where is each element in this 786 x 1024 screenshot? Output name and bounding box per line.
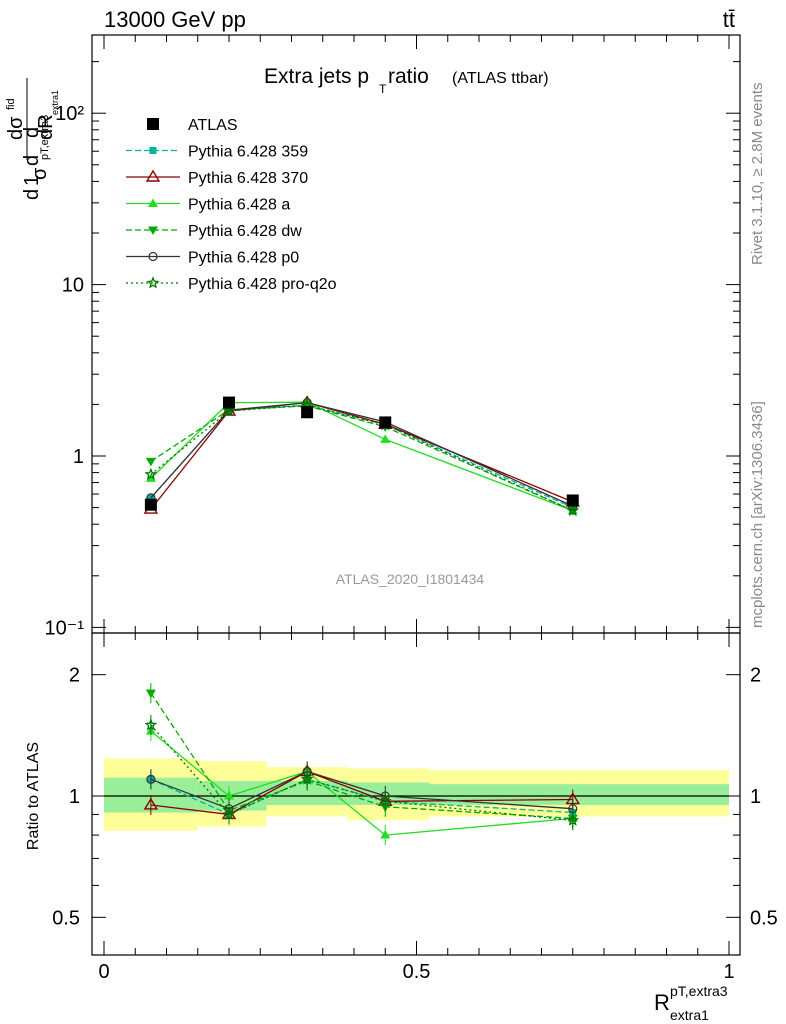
ratio-ytick-label: 1	[69, 786, 80, 808]
series-pythia-6-428-p0	[146, 397, 578, 511]
legend-item: Pythia 6.428 370	[126, 169, 308, 187]
svg-text:dR: dR	[35, 114, 57, 140]
xlabel-subscript: extra1	[670, 1007, 709, 1023]
ratio-axis-ticks	[92, 633, 740, 955]
data-point	[146, 276, 160, 289]
data-point	[145, 473, 156, 482]
legend-label: Pythia 6.428 370	[188, 170, 308, 187]
legend-item: Pythia 6.428 359	[126, 144, 308, 161]
chart-title: Extra jets p T ratio (ATLAS ttbar)	[264, 65, 549, 96]
svg-text:σ: σ	[29, 167, 51, 180]
main-ytick-label: 10²	[55, 103, 84, 125]
ratio-ytick-label-right: 0.5	[750, 907, 778, 929]
data-point	[379, 416, 392, 429]
svg-text:fid: fid	[5, 98, 17, 110]
data-point	[144, 467, 158, 480]
ratio-ytick-label-right: 2	[750, 665, 761, 687]
data-point	[224, 791, 234, 800]
svg-text:1: 1	[21, 175, 43, 186]
legend-label: Pythia 6.428 p0	[188, 250, 299, 267]
data-point	[145, 689, 156, 699]
svg-text:pT,extra3: pT,extra3	[39, 115, 51, 160]
data-point	[147, 494, 155, 502]
legend-label: Pythia 6.428 a	[188, 197, 290, 214]
data-point	[222, 404, 236, 417]
data-point	[380, 830, 391, 839]
data-point	[566, 494, 579, 507]
ratio-series-pythia-6-428-pro-q2o	[144, 715, 580, 831]
series-pythia-6-428-a	[145, 397, 578, 515]
title-subscript: T	[379, 82, 387, 96]
main-axis-ticks	[92, 35, 740, 633]
data-point	[566, 813, 580, 826]
data-point	[566, 503, 580, 517]
ratio-ytick-label-right: 1	[750, 786, 761, 808]
main-ytick-label: 10	[62, 275, 84, 297]
energy-label: 13000 GeV pp	[104, 7, 246, 32]
ratio-ytick-label: 2	[69, 665, 80, 687]
series-pythia-6-428-370	[143, 395, 580, 514]
legend-item: Pythia 6.428 a	[126, 197, 290, 214]
data-point	[147, 118, 159, 130]
legend-label: ATLAS	[188, 117, 238, 134]
data-point	[148, 251, 158, 262]
mcplots-label: mcplots.cern.ch [arXiv:1306.3436]	[749, 401, 766, 628]
data-point	[146, 774, 156, 784]
data-point	[300, 772, 314, 785]
data-point	[378, 794, 392, 807]
data-point	[301, 406, 314, 419]
legend-label: Pythia 6.428 359	[188, 144, 308, 161]
xlabel-main: R	[654, 990, 670, 1015]
legend-item: Pythia 6.428 p0	[126, 250, 299, 267]
data-point	[148, 226, 158, 235]
legend-item: Pythia 6.428 dw	[126, 223, 302, 240]
series-line	[150, 405, 574, 512]
data-point	[144, 498, 157, 511]
data-point	[149, 147, 157, 154]
data-point	[223, 396, 235, 409]
svg-text:d: d	[21, 189, 43, 200]
data-point	[148, 198, 158, 207]
main-ylabel: d 1 σ d pT,extra3 d dσ fid dR extra1	[5, 78, 60, 200]
ratio-xtick-label: 0.5	[403, 961, 431, 983]
svg-text:dσ: dσ	[5, 116, 27, 140]
ratio-ytick-label: 0.5	[52, 907, 80, 929]
series-line	[150, 404, 574, 509]
data-point	[145, 169, 161, 182]
ratio-ylabel: Ratio to ATLAS	[25, 742, 42, 850]
legend-item: Pythia 6.428 pro-q2o	[126, 276, 337, 293]
xlabel-superscript: pT,extra3	[670, 983, 728, 999]
legend-item: ATLAS	[147, 117, 238, 134]
series-line	[150, 401, 574, 507]
title-rest: ratio	[388, 65, 429, 88]
title-small: (ATLAS ttbar)	[452, 70, 549, 87]
series-atlas	[144, 396, 579, 511]
analysis-watermark: ATLAS_2020_I1801434	[336, 571, 485, 587]
data-point	[222, 807, 236, 820]
main-ytick-label: 1	[73, 446, 84, 468]
x-axis-label: R pT,extra3 extra1	[654, 983, 728, 1023]
rivet-version-label: Rivet 3.1.10, ≥ 2.8M events	[749, 83, 766, 266]
ratio-line	[150, 692, 573, 820]
svg-text:d: d	[21, 155, 43, 166]
main-panel: 10⁻¹ 1 10 10² ATLAS_2020_I1801434 Extra jet…	[5, 34, 741, 639]
svg-text:extra1: extra1	[50, 90, 60, 115]
process-label: tt̄	[723, 7, 735, 32]
data-point	[143, 797, 159, 810]
legend-label: Pythia 6.428 dw	[188, 223, 302, 240]
ratio-xtick-label: 1	[723, 961, 734, 983]
ratio-xtick-label: 0	[98, 961, 109, 983]
title-main: Extra jets p	[264, 65, 369, 88]
data-point	[145, 457, 156, 467]
main-ytick-label: 10⁻¹	[45, 617, 85, 639]
legend-label: Pythia 6.428 pro-q2o	[188, 276, 337, 293]
data-point	[144, 718, 158, 731]
ratio-panel: 0.5 0.5 1 1 2 2 0 0.5 1 Ratio to ATLAS R pT,ext…	[25, 632, 778, 1023]
svg-text:d: d	[21, 127, 43, 138]
data-point	[380, 434, 391, 443]
legend: ATLAS Pythia 6.428 359 Pythia 6.428 370 Pyt…	[126, 117, 337, 293]
